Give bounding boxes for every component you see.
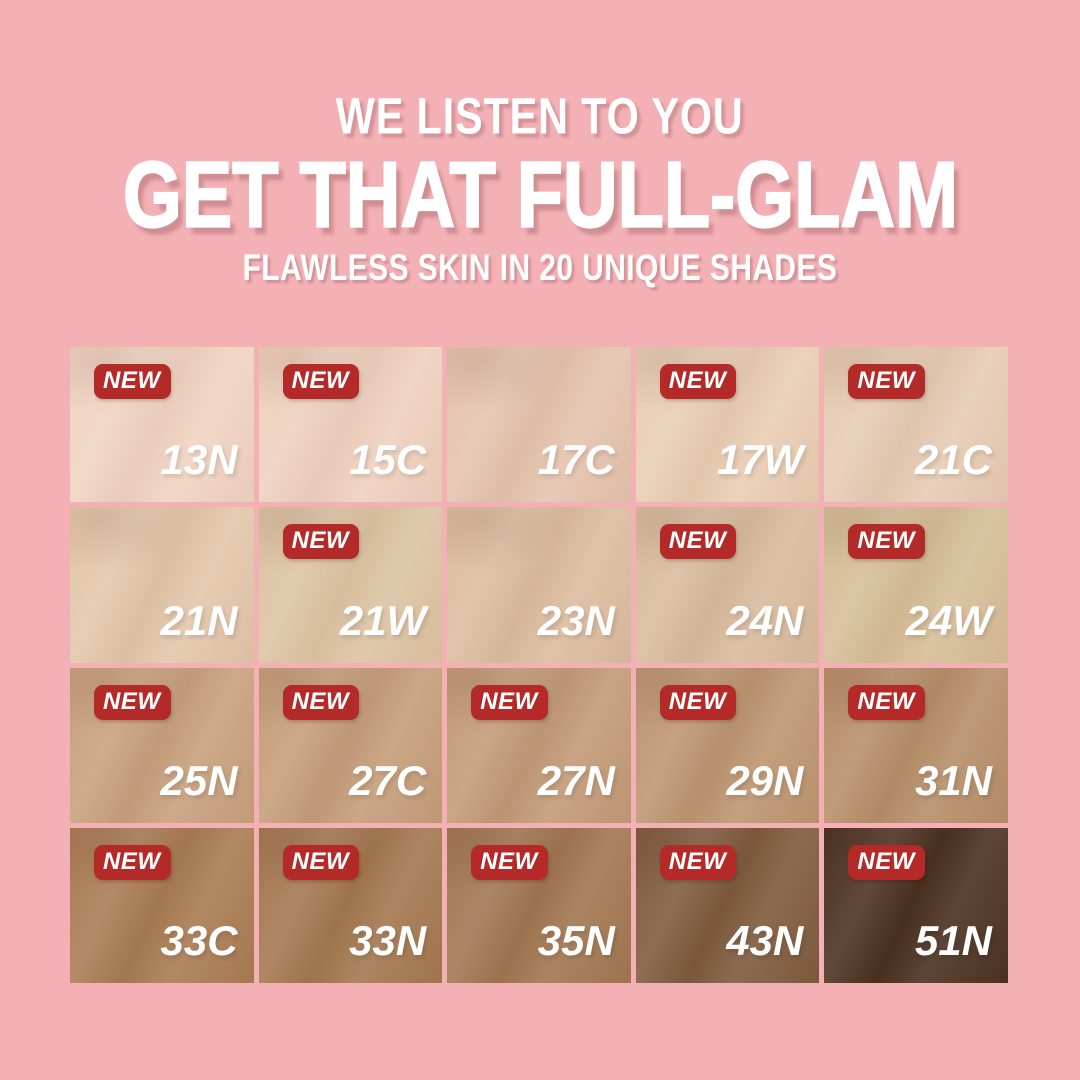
header-tagline-text: WE LISTEN TO YOU	[336, 86, 744, 145]
shade-code-label: 31N	[914, 756, 992, 804]
new-badge: NEW	[848, 684, 925, 720]
new-badge: NEW	[848, 524, 925, 560]
shade-code-label: 35N	[537, 917, 615, 964]
shade-code-label: 23N	[537, 596, 615, 644]
shade-swatch-21c: NEW 21C	[824, 347, 1008, 503]
shade-swatch-29n: NEW 29N	[635, 667, 820, 823]
shade-code-label: 15C	[349, 436, 427, 484]
new-badge: NEW	[94, 684, 171, 720]
shade-swatch-27n: NEW 27N	[447, 667, 631, 823]
shade-code-label: 17W	[717, 436, 804, 484]
new-badge: NEW	[848, 844, 925, 880]
new-badge: NEW	[659, 364, 737, 399]
shade-swatch-43n: NEW 43N	[635, 827, 820, 983]
shade-swatch-15c: NEW 15C	[258, 347, 443, 503]
shade-code-label: 13N	[160, 436, 238, 484]
shade-swatch-23n: 23N	[447, 507, 631, 663]
header-subtitle-text: FLAWLESS SKIN IN 20 UNIQUE SHADES	[242, 247, 838, 289]
shade-swatch-51n: NEW 51N	[824, 827, 1008, 983]
new-badge: NEW	[282, 684, 360, 720]
shade-swatch-25n: NEW 25N	[70, 667, 254, 823]
shade-code-label: 27C	[349, 756, 427, 804]
shade-code-label: 25N	[160, 756, 238, 804]
shade-swatch-21w: NEW 21W	[258, 507, 443, 663]
new-badge: NEW	[282, 524, 360, 560]
shade-code-label: 24W	[905, 596, 992, 644]
new-badge: NEW	[848, 364, 925, 399]
shade-swatch-24w: NEW 24W	[824, 507, 1008, 663]
shade-swatch-31n: NEW 31N	[824, 667, 1008, 823]
shade-code-label: 33N	[349, 917, 427, 964]
shade-code-label: 21W	[339, 596, 427, 644]
shade-swatch-17c: 17C	[447, 347, 631, 503]
shade-code-label: 21C	[914, 436, 992, 484]
page-title: GET THAT FULL-GLAM	[0, 142, 1080, 248]
shade-code-label: 51N	[914, 917, 992, 964]
shade-swatch-27c: NEW 27C	[258, 667, 443, 823]
shade-grid: NEW 13N NEW 15C 17C NEW 17W NEW 21C 21N NEW 21W 23N N…	[70, 347, 1008, 983]
new-badge: NEW	[471, 684, 548, 720]
shade-swatch-17w: NEW 17W	[635, 347, 820, 503]
shade-code-label: 21N	[160, 596, 238, 644]
shade-swatch-33n: NEW 33N	[258, 827, 443, 983]
shade-code-label: 33C	[160, 917, 238, 964]
header-subtitle: FLAWLESS SKIN IN 20 UNIQUE SHADES	[0, 247, 1080, 289]
page-title-text: GET THAT FULL-GLAM	[122, 142, 959, 248]
new-badge: NEW	[659, 684, 737, 720]
shade-code-label: 27N	[537, 756, 615, 804]
shade-swatch-21n: 21N	[70, 507, 254, 663]
new-badge: NEW	[659, 524, 737, 560]
shade-code-label: 43N	[726, 917, 804, 964]
shade-code-label: 24N	[726, 596, 804, 644]
shade-swatch-13n: NEW 13N	[70, 347, 254, 503]
new-badge: NEW	[94, 844, 171, 880]
new-badge: NEW	[659, 844, 737, 880]
new-badge: NEW	[94, 364, 171, 399]
shade-swatch-33c: NEW 33C	[70, 827, 254, 983]
shade-swatch-24n: NEW 24N	[635, 507, 820, 663]
header-tagline: WE LISTEN TO YOU	[0, 86, 1080, 145]
new-badge: NEW	[471, 844, 548, 880]
new-badge: NEW	[282, 844, 360, 880]
shade-code-label: 17C	[537, 436, 615, 484]
shade-swatch-35n: NEW 35N	[447, 827, 631, 983]
shade-code-label: 29N	[726, 756, 804, 804]
new-badge: NEW	[282, 364, 360, 399]
